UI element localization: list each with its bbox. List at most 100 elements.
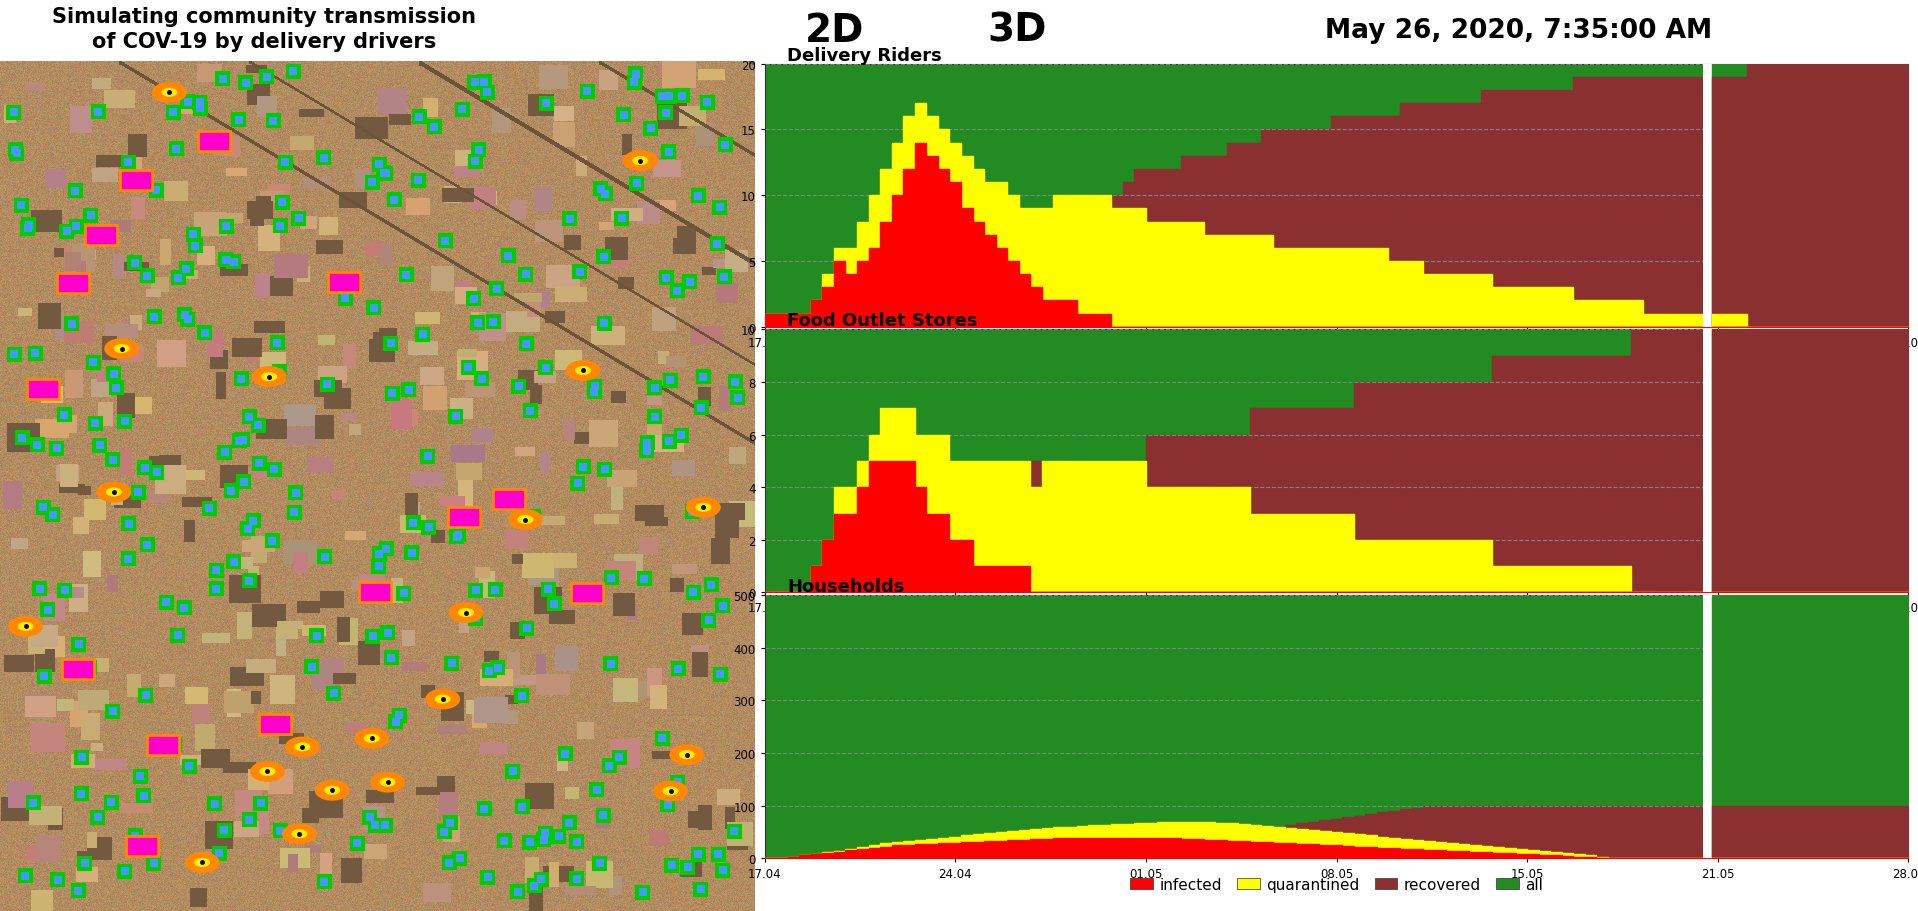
Bar (558, 747, 572, 761)
Ellipse shape (426, 691, 458, 709)
Bar (153, 469, 161, 477)
Bar (591, 383, 598, 391)
Bar (698, 404, 706, 413)
Bar (514, 383, 522, 391)
Bar (380, 168, 393, 180)
Bar (69, 185, 82, 199)
Bar (29, 799, 36, 807)
Bar (468, 156, 481, 169)
Bar (713, 201, 727, 214)
Ellipse shape (355, 730, 387, 748)
Bar (15, 432, 29, 445)
Bar (430, 124, 437, 132)
Bar (368, 179, 376, 187)
Bar (339, 292, 351, 305)
Bar (717, 271, 731, 283)
Bar (600, 812, 608, 820)
Bar (595, 183, 608, 196)
Bar (478, 803, 491, 815)
Bar (397, 588, 410, 600)
Bar (184, 316, 192, 323)
Bar (267, 535, 278, 548)
Bar (472, 159, 480, 166)
Bar (692, 190, 704, 203)
Ellipse shape (451, 604, 481, 622)
Bar (75, 787, 88, 801)
Bar (537, 875, 545, 883)
Bar (257, 800, 265, 807)
Bar (683, 864, 692, 871)
Bar (33, 442, 40, 449)
Bar (478, 375, 485, 384)
Bar (17, 202, 25, 210)
Bar (305, 660, 318, 673)
Bar (470, 612, 481, 625)
Bar (474, 320, 481, 327)
Bar (681, 861, 694, 874)
Bar (683, 276, 696, 289)
Bar (272, 340, 282, 347)
Bar (472, 317, 483, 330)
Bar (140, 538, 153, 552)
Bar (656, 732, 669, 745)
Bar (487, 316, 501, 329)
Bar (386, 651, 397, 664)
Bar (368, 302, 380, 315)
Bar (472, 144, 485, 157)
Bar (125, 159, 132, 167)
Bar (393, 709, 407, 722)
Bar (182, 760, 196, 773)
Bar (201, 329, 209, 337)
Bar (113, 384, 121, 393)
Bar (685, 279, 694, 286)
Bar (230, 558, 238, 566)
Bar (422, 450, 433, 463)
Bar (643, 439, 652, 447)
Bar (75, 887, 82, 895)
Bar (378, 167, 389, 180)
Bar (637, 885, 648, 898)
Bar (650, 384, 660, 393)
Bar (182, 266, 190, 273)
Bar (593, 786, 600, 793)
Bar (631, 79, 639, 87)
Bar (173, 631, 182, 640)
Bar (270, 337, 284, 350)
Bar (648, 382, 662, 395)
Bar (376, 161, 384, 169)
Bar (188, 240, 201, 253)
Bar (96, 442, 104, 450)
Bar (148, 857, 159, 870)
Bar (591, 388, 598, 396)
Bar (288, 506, 301, 519)
Bar (380, 543, 393, 556)
Bar (631, 178, 643, 190)
Bar (407, 517, 420, 529)
Bar (516, 801, 529, 814)
Bar (606, 660, 614, 668)
Bar (213, 585, 221, 593)
Bar (666, 148, 673, 157)
Ellipse shape (623, 152, 656, 170)
Bar (63, 660, 94, 680)
Bar (713, 850, 723, 858)
Bar (307, 663, 316, 671)
Bar (512, 885, 524, 898)
Bar (8, 348, 21, 362)
Bar (524, 836, 535, 849)
Bar (491, 586, 499, 594)
Bar (696, 885, 704, 893)
Bar (150, 859, 157, 867)
Bar (88, 417, 102, 430)
Bar (485, 667, 493, 675)
Bar (493, 285, 501, 293)
Ellipse shape (364, 734, 380, 743)
Bar (694, 192, 702, 200)
Bar (658, 93, 666, 101)
Bar (10, 351, 17, 359)
Bar (249, 517, 257, 525)
Bar (140, 792, 148, 800)
Bar (443, 816, 456, 830)
Bar (468, 292, 480, 306)
Bar (641, 445, 654, 457)
